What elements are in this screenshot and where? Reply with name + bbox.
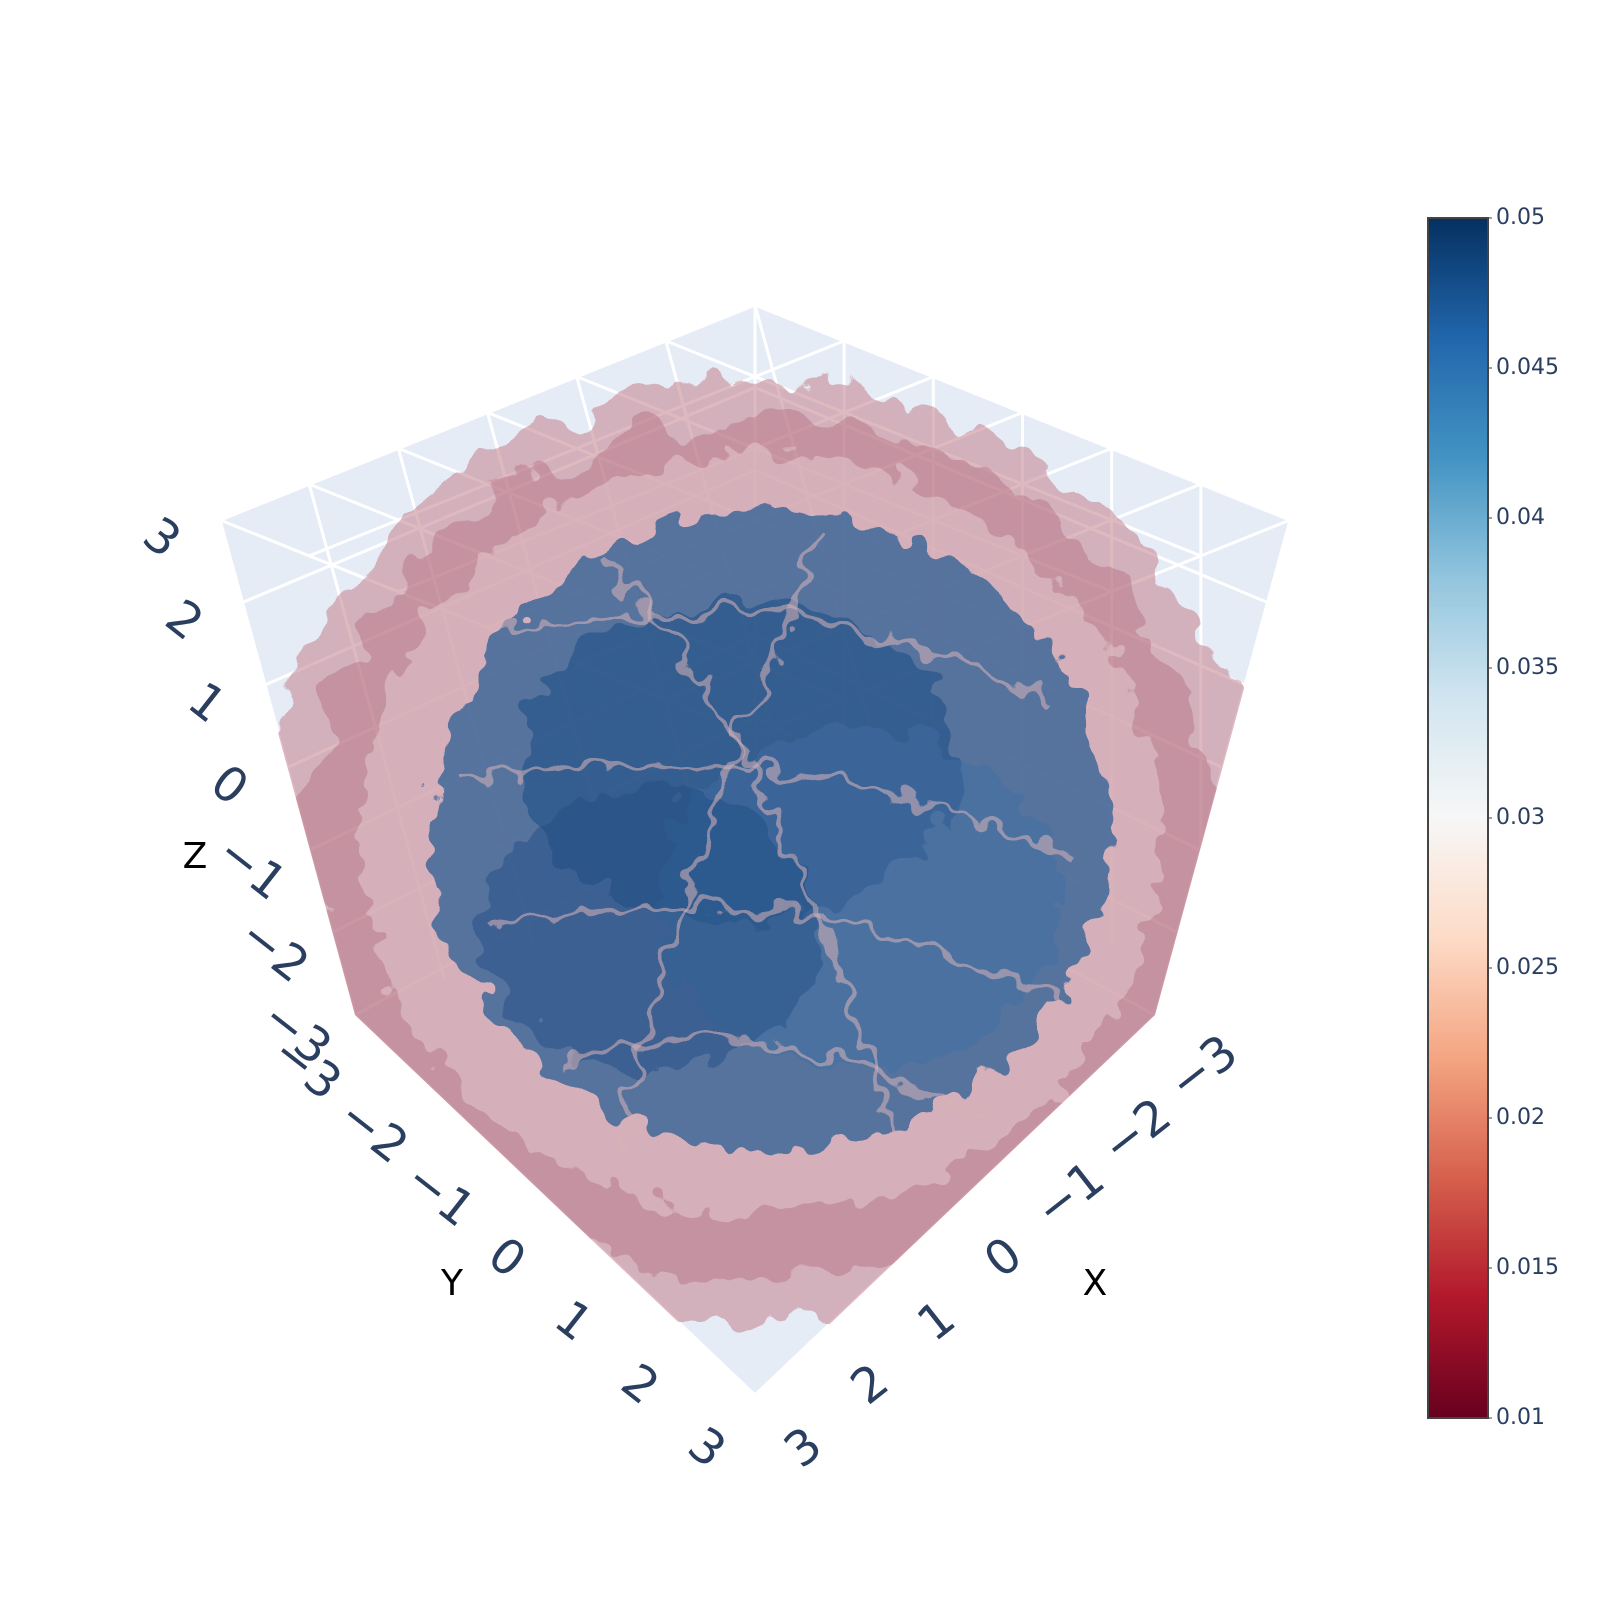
colorbar-tick-label: 0.025 (1496, 955, 1559, 980)
x-axis-title: X (1083, 1263, 1108, 1304)
z-tick-label: 1 (178, 671, 237, 734)
y-tick-label: −2 (328, 1087, 418, 1175)
axis-titles: Z Y X (183, 836, 1108, 1304)
z-tick-label: 3 (133, 506, 192, 569)
x-tick-label: 1 (907, 1290, 966, 1353)
x-tick-label: 3 (774, 1416, 833, 1479)
z-axis-title: Z (183, 836, 208, 877)
x-tick-label: −2 (1091, 1087, 1181, 1175)
y-tick-label: 1 (544, 1290, 603, 1353)
colorbar: 0.01 0.015 0.02 0.025 0.03 0.035 0.04 0.045 0.05 (1427, 205, 1559, 1430)
y-tick-label: −1 (395, 1150, 485, 1238)
y-axis-title: Y (440, 1263, 464, 1304)
y-tick-label: 3 (678, 1416, 737, 1479)
colorbar-gradient (1427, 217, 1489, 1419)
z-tick-label: 0 (200, 754, 259, 817)
colorbar-tick-label: 0.015 (1496, 1255, 1559, 1280)
x-tick-label: 0 (974, 1226, 1033, 1289)
volume-rendering (260, 380, 1260, 1320)
colorbar-tick-label: 0.01 (1496, 1405, 1545, 1430)
z-tick-label: −2 (229, 906, 319, 994)
colorbar-tick-label: 0.03 (1496, 805, 1545, 830)
y-tick-label: 2 (611, 1353, 670, 1416)
colorbar-tick-label: 0.035 (1496, 655, 1559, 680)
colorbar-tick-label: 0.02 (1496, 1105, 1545, 1130)
y-tick-label: 0 (478, 1226, 537, 1289)
grid-line-z-right (754, 303, 1291, 522)
colorbar-tick-label: 0.04 (1496, 505, 1545, 530)
grid-line-z-left (219, 303, 756, 522)
colorbar-tick-label: 0.05 (1496, 205, 1545, 230)
x-tick-label: 2 (841, 1353, 900, 1416)
colorbar-tick-label: 0.045 (1496, 355, 1559, 380)
x-tick-label: −1 (1025, 1150, 1115, 1238)
x-tick-label: −3 (1158, 1024, 1248, 1112)
z-tick-label: 2 (155, 589, 214, 652)
z-tick-label: −1 (207, 824, 297, 912)
